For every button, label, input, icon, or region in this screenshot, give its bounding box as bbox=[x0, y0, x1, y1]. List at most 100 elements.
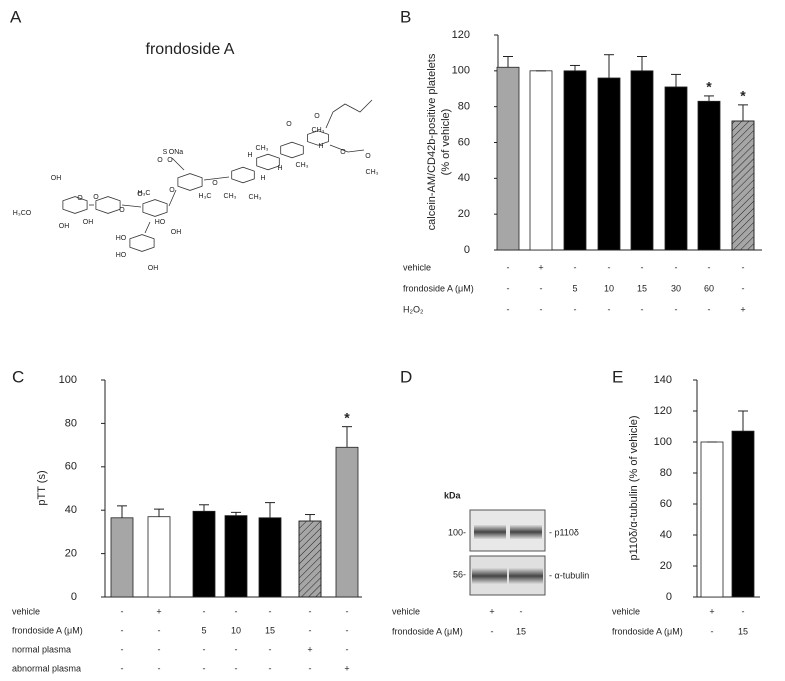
condition-value: 5 bbox=[572, 283, 577, 293]
condition-label: H₂O₂ bbox=[403, 304, 424, 314]
blot-band bbox=[509, 568, 543, 584]
condition-value: - bbox=[507, 283, 510, 293]
condition-value: - bbox=[708, 262, 711, 272]
structure-label: OH bbox=[59, 223, 70, 230]
condition-value: - bbox=[675, 304, 678, 314]
condition-value: - bbox=[203, 606, 206, 616]
marker-label: 100- bbox=[448, 527, 466, 537]
panel-label: E bbox=[612, 367, 623, 386]
structure-label: H bbox=[247, 152, 252, 159]
condition-value: - bbox=[121, 625, 124, 635]
condition-value: + bbox=[489, 606, 494, 616]
structure-label: OH bbox=[51, 175, 62, 182]
panel-label: B bbox=[400, 7, 411, 26]
significance-star: * bbox=[740, 88, 746, 104]
condition-value: - bbox=[309, 625, 312, 635]
significance-star: * bbox=[344, 409, 350, 425]
condition-value: + bbox=[307, 644, 312, 654]
structure-label: HO bbox=[155, 219, 166, 226]
condition-value: - bbox=[346, 644, 349, 654]
compound-title: frondoside A bbox=[146, 41, 235, 58]
panel-label: D bbox=[400, 367, 412, 386]
structure-bond bbox=[329, 144, 365, 153]
condition-value: 10 bbox=[604, 283, 614, 293]
panel-a: A frondoside A OHH₃COOOHOOHOHOHOOOHOSOON… bbox=[10, 7, 379, 271]
condition-value: - bbox=[309, 663, 312, 673]
significance-star: * bbox=[706, 79, 712, 95]
condition-value: 30 bbox=[671, 283, 681, 293]
y-tick-label: 20 bbox=[660, 560, 672, 572]
condition-label: frondoside A (μM) bbox=[403, 283, 474, 293]
structure-label: HO bbox=[116, 235, 127, 242]
bar-hatch bbox=[731, 120, 755, 251]
structure-label: O bbox=[157, 157, 163, 164]
structure-label: ONa bbox=[169, 149, 184, 156]
panel-label: C bbox=[12, 367, 24, 386]
condition-value: 15 bbox=[265, 625, 275, 635]
structure-ring bbox=[95, 196, 121, 214]
condition-label: frondoside A (μM) bbox=[392, 626, 463, 636]
structure-bond bbox=[203, 176, 230, 181]
y-tick-label: 60 bbox=[660, 498, 672, 510]
structure-label: O bbox=[169, 187, 175, 194]
bar bbox=[700, 441, 724, 598]
structure-bond bbox=[171, 157, 185, 171]
condition-value: - bbox=[158, 625, 161, 635]
structure-ring bbox=[307, 130, 329, 146]
structure-label: CH₃ bbox=[312, 127, 325, 134]
condition-value: - bbox=[235, 663, 238, 673]
marker-label: 56- bbox=[453, 569, 466, 579]
structure-label: CH₃ bbox=[249, 194, 262, 201]
structure-label: H bbox=[318, 143, 323, 150]
bar bbox=[597, 77, 621, 251]
condition-label: vehicle bbox=[12, 606, 40, 616]
y-tick-label: 100 bbox=[654, 436, 672, 448]
y-tick-label: 60 bbox=[65, 461, 77, 473]
y-tick-label: 0 bbox=[666, 591, 672, 603]
structure-label: OH bbox=[148, 265, 159, 272]
bar bbox=[630, 70, 654, 251]
bar bbox=[335, 446, 359, 598]
condition-value: - bbox=[235, 644, 238, 654]
condition-value: - bbox=[158, 663, 161, 673]
y-tick-label: 40 bbox=[660, 529, 672, 541]
structure-label: O bbox=[314, 113, 320, 120]
bar bbox=[258, 517, 282, 598]
structure-label: HO bbox=[116, 252, 127, 259]
bar-hatch bbox=[298, 520, 322, 598]
condition-value: + bbox=[156, 606, 161, 616]
condition-value: - bbox=[608, 262, 611, 272]
y-tick-label: 100 bbox=[452, 65, 470, 77]
y-tick-label: 0 bbox=[71, 591, 77, 603]
band-label: - α-tubulin bbox=[549, 570, 589, 580]
condition-value: 15 bbox=[637, 283, 647, 293]
structure-label: CH₃ bbox=[296, 162, 309, 169]
condition-label: abnormal plasma bbox=[12, 663, 81, 673]
condition-value: - bbox=[203, 644, 206, 654]
structure-label: O bbox=[167, 157, 173, 164]
y-tick-label: 140 bbox=[654, 374, 672, 386]
condition-value: 15 bbox=[516, 626, 526, 636]
condition-value: + bbox=[740, 304, 745, 314]
bar bbox=[496, 66, 520, 251]
y-tick-label: 60 bbox=[458, 136, 470, 148]
structure-label: S bbox=[163, 149, 168, 156]
structure-label: CH₃ bbox=[224, 193, 237, 200]
bar bbox=[110, 517, 134, 598]
bar bbox=[147, 516, 171, 598]
structure-label: O bbox=[77, 195, 83, 202]
condition-value: + bbox=[344, 663, 349, 673]
y-tick-label: 20 bbox=[65, 548, 77, 560]
structure-label: O bbox=[340, 149, 346, 156]
y-tick-label: 120 bbox=[654, 405, 672, 417]
condition-value: - bbox=[520, 606, 523, 616]
structure-ring bbox=[256, 153, 280, 171]
structure-bond bbox=[144, 221, 151, 234]
y-tick-label: 20 bbox=[458, 208, 470, 220]
condition-value: - bbox=[540, 283, 543, 293]
condition-value: - bbox=[675, 262, 678, 272]
